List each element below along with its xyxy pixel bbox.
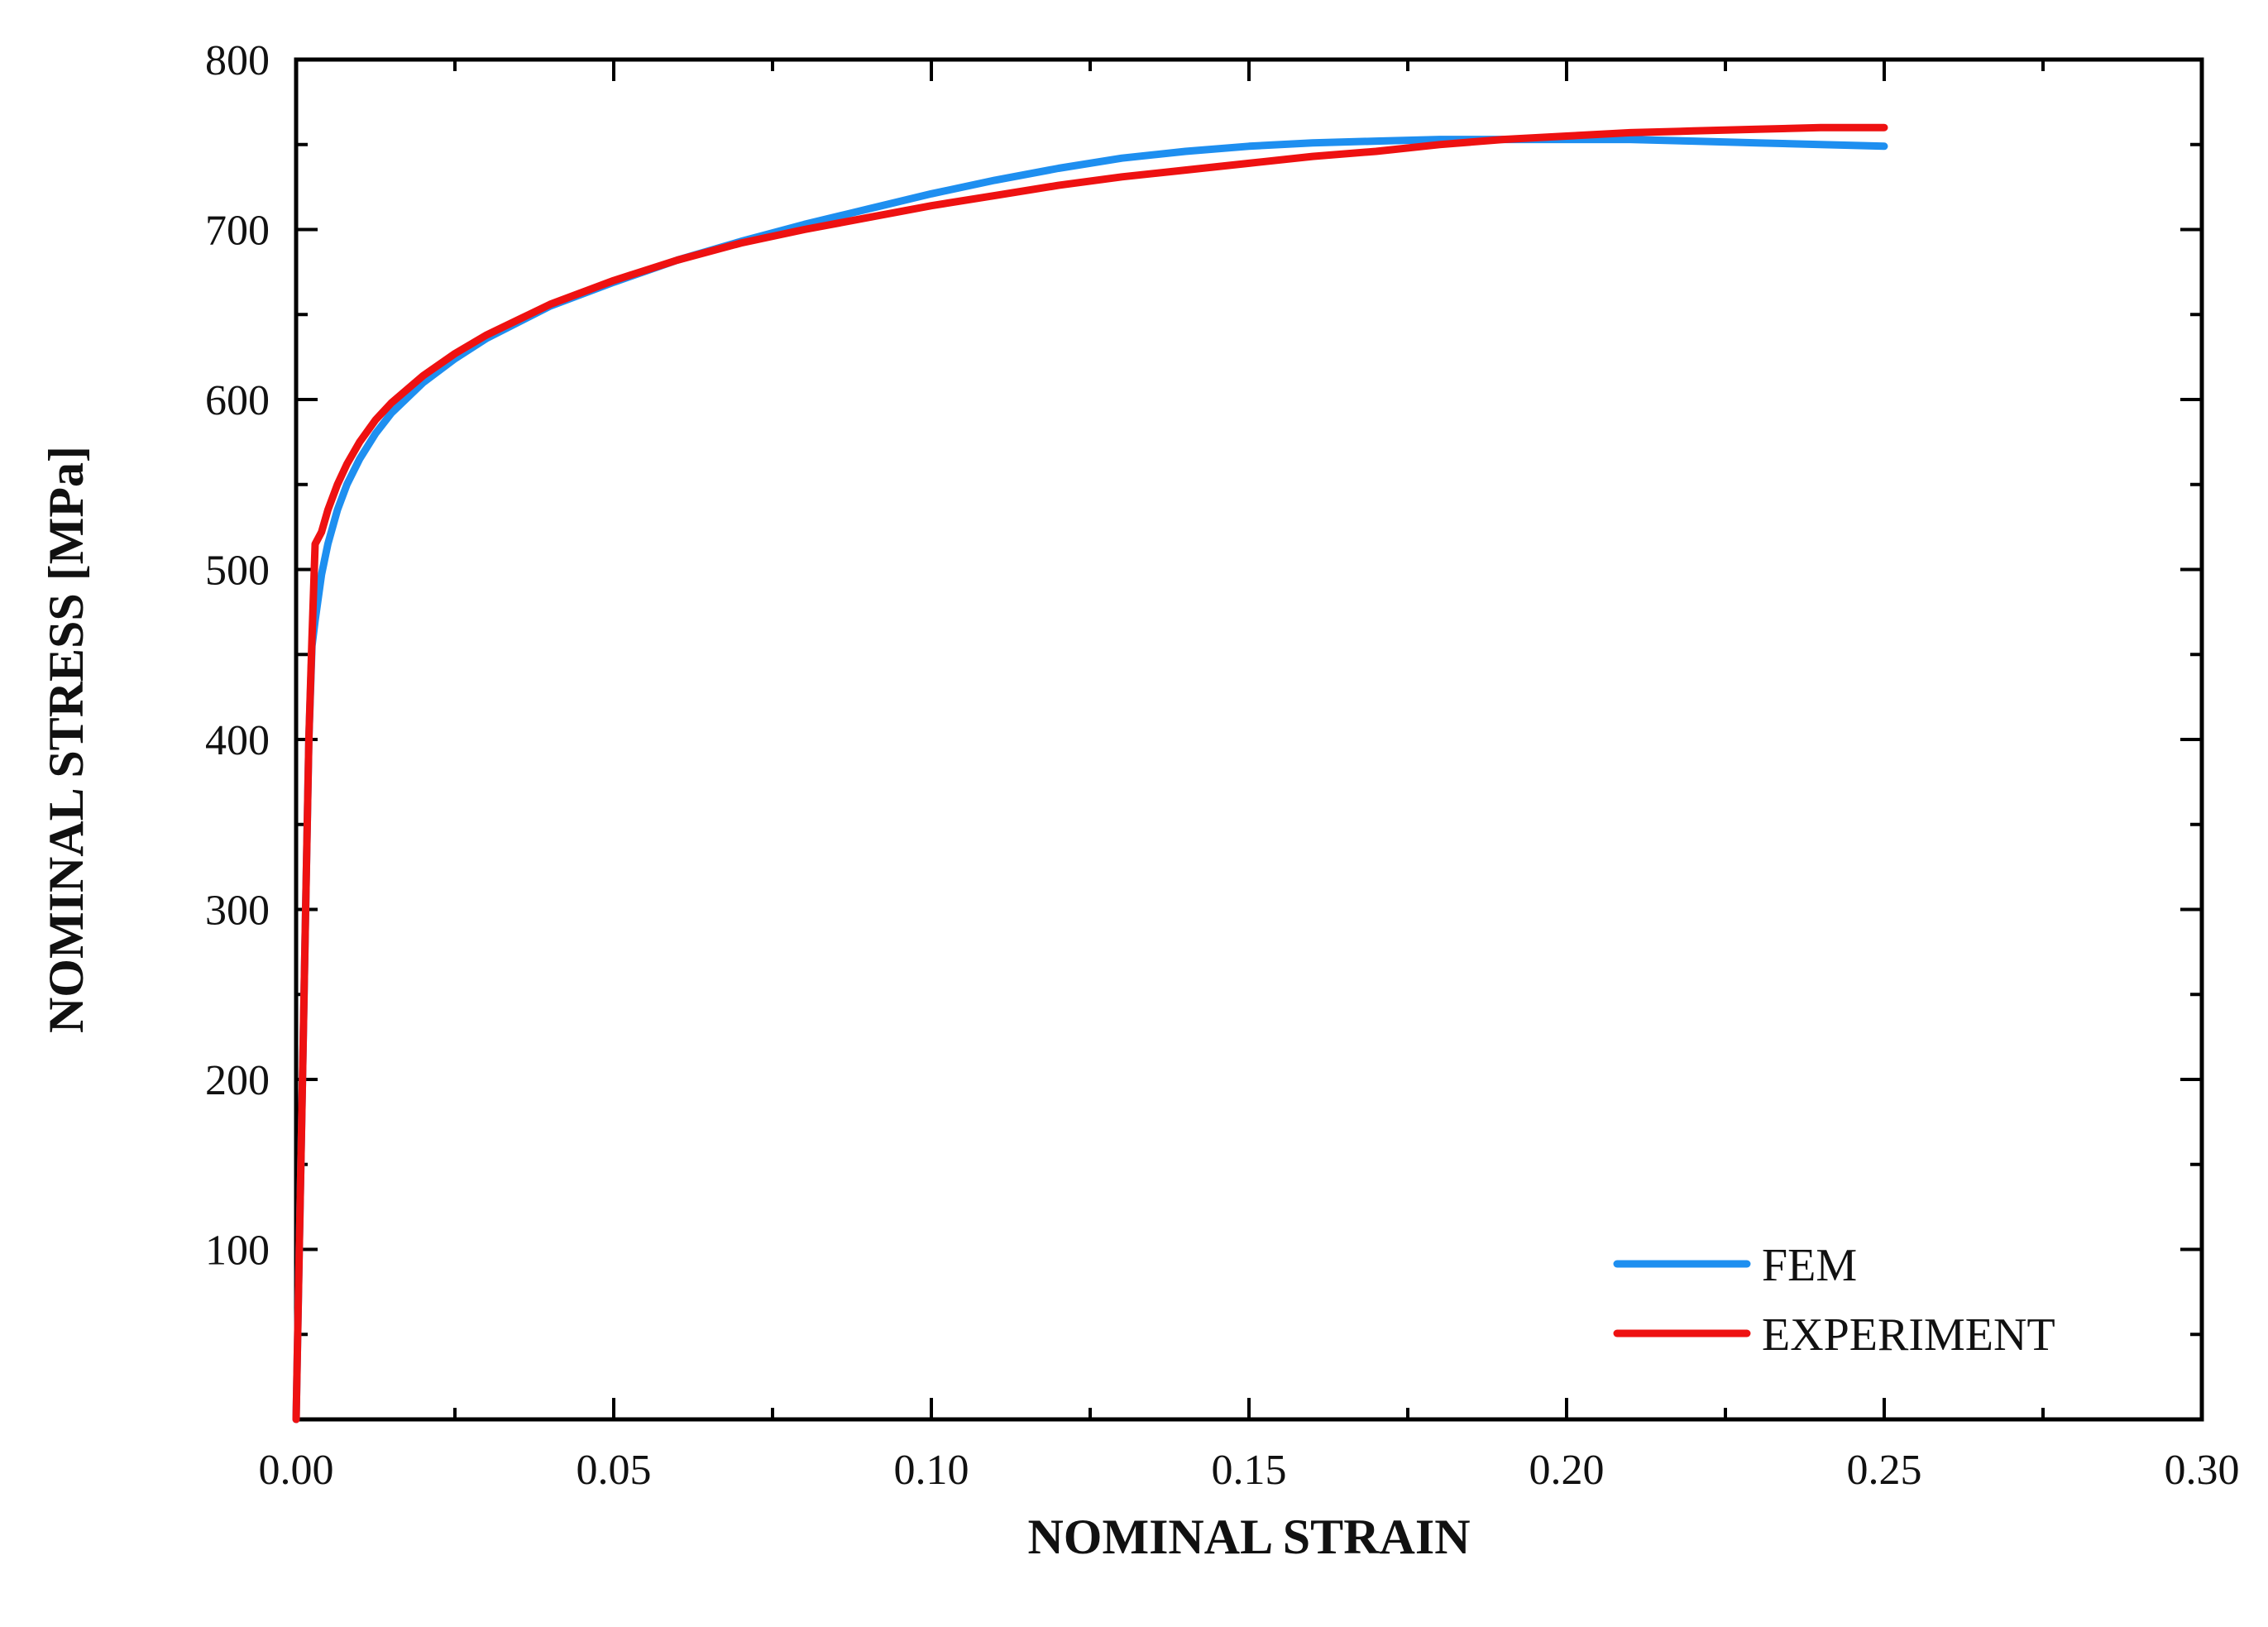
legend-label-experiment: EXPERIMENT	[1762, 1309, 2055, 1361]
legend-label-fem: FEM	[1762, 1240, 1857, 1291]
x-tick-label: 0.15	[1212, 1447, 1287, 1494]
x-tick-label: 0.20	[1529, 1447, 1605, 1494]
plot-frame	[294, 57, 2204, 1422]
y-tick-label: 300	[205, 888, 270, 935]
y-tick-labels: 100 200 300 400 500 600 700 800	[205, 37, 270, 1275]
y-tick-label: 400	[205, 717, 270, 764]
y-tick-label: 700	[205, 208, 270, 255]
x-tick-label: 0.25	[1847, 1447, 1922, 1494]
y-axis-title: NOMINAL STRESS [MPa]	[39, 446, 93, 1033]
x-tick-label: 0.30	[2165, 1447, 2240, 1494]
y-tick-label: 200	[205, 1057, 270, 1104]
x-tick-labels: 0.00 0.05 0.10 0.15 0.20 0.25 0.30	[259, 1447, 2240, 1494]
series-line-experiment	[292, 123, 1888, 1424]
x-tick-label: 0.05	[577, 1447, 652, 1494]
series-line-fem	[292, 136, 1888, 1424]
legend: FEM EXPERIMENT	[1613, 1240, 2055, 1361]
y-tick-label: 600	[205, 377, 270, 424]
series-layer	[292, 123, 1888, 1424]
axis-ticks	[294, 58, 2203, 1419]
x-tick-label: 0.00	[259, 1447, 334, 1494]
y-tick-label: 500	[205, 548, 270, 595]
y-tick-label: 100	[205, 1227, 270, 1275]
x-tick-label: 0.10	[894, 1447, 969, 1494]
y-tick-label: 800	[205, 37, 270, 84]
x-axis-title: NOMINAL STRAIN	[1027, 1510, 1470, 1564]
